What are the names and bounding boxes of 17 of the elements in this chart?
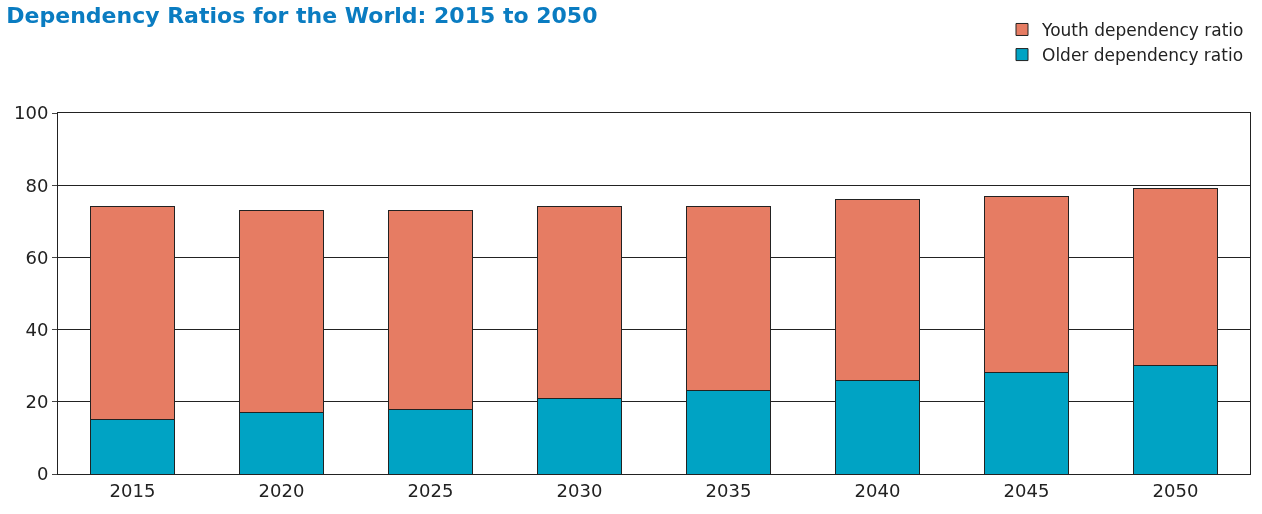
x-tick-label: 2045 (1003, 479, 1050, 501)
x-tick-label: 2050 (1152, 479, 1199, 501)
x-tick-label: 2020 (258, 479, 305, 501)
legend-label: Youth dependency ratio (1041, 20, 1244, 41)
y-tick-label: 0 (36, 463, 49, 485)
x-tick-label: 2015 (109, 479, 156, 501)
y-tick-label: 80 (25, 174, 49, 196)
x-tick-label: 2040 (854, 479, 901, 501)
legend-label: Older dependency ratio (1042, 45, 1244, 66)
y-tick-label: 40 (25, 318, 49, 340)
y-tick-label: 60 (25, 246, 49, 268)
chart-title: Dependency Ratios for the World: 2015 to 2050 (6, 3, 598, 29)
y-tick-label: 100 (14, 102, 49, 124)
x-tick-label: 2035 (705, 479, 752, 501)
x-tick-label: 2030 (556, 479, 603, 501)
y-tick-label: 20 (25, 391, 49, 413)
x-tick-label: 2025 (407, 479, 454, 501)
